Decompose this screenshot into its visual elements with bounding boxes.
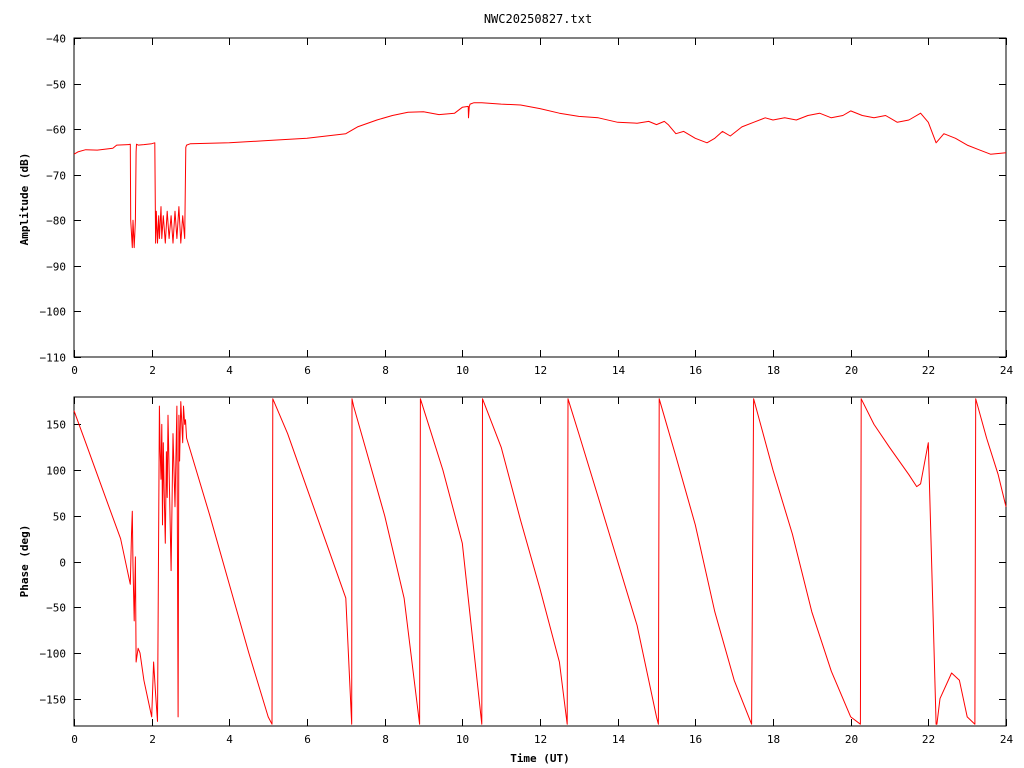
phase-panel: 0 2 4 6 8 10 12 14 16 18 20 22 24150100500−50−100−15… [18,396,1014,765]
phase-x-tick-label: 16 [689,733,702,746]
phase-x-tick-label: 4 [226,733,233,746]
amplitude-y-tick-label: −100 [40,306,67,319]
phase-y-tick-label: −150 [40,694,67,707]
amplitude-y-tick-label: −60 [46,124,66,137]
amplitude-x-tick-label: 10 [456,364,469,377]
amplitude-x-tick-label: 16 [689,364,702,377]
phase-x-tick-label: 2 [149,733,156,746]
phase-x-tick-label: 0 [71,733,78,746]
chart-title: NWC20250827.txt [484,12,592,26]
amplitude-tick-labels: 0 2 4 6 8 10 12 14 16 18 20 22 24−40−50−60−70−80−90−… [40,33,1014,378]
phase-x-tick-label: 18 [767,733,780,746]
phase-series-line [73,398,1007,725]
phase-x-tick-label: 20 [845,733,858,746]
phase-y-tick-label: 150 [46,419,66,432]
amplitude-y-tick-label: −80 [46,215,66,228]
phase-ticks [74,397,1007,726]
phase-y-tick-label: 0 [59,557,66,570]
amplitude-x-tick-label: 14 [612,364,626,377]
phase-x-tick-label: 14 [612,733,626,746]
amplitude-y-axis-label: Amplitude (dB) [18,153,31,246]
amplitude-x-tick-label: 6 [304,364,311,377]
phase-y-axis-label: Phase (deg) [18,525,31,598]
amplitude-x-tick-label: 20 [845,364,858,377]
phase-x-tick-label: 6 [304,733,311,746]
amplitude-x-tick-label: 0 [71,364,78,377]
amplitude-x-tick-label: 4 [226,364,233,377]
amplitude-y-tick-label: −50 [46,79,66,92]
amplitude-ticks [74,38,1007,358]
amplitude-y-tick-label: −40 [46,33,66,46]
amplitude-plot-frame [73,37,1007,358]
amplitude-x-tick-label: 8 [382,364,389,377]
phase-plot-frame [73,396,1007,727]
phase-y-tick-label: 50 [53,511,66,524]
phase-x-tick-label: 10 [456,733,469,746]
amplitude-x-tick-label: 24 [1000,364,1014,377]
phase-y-tick-label: −100 [40,648,67,661]
phase-y-tick-label: −50 [46,602,66,615]
amplitude-x-tick-label: 12 [534,364,547,377]
phase-y-tick-label: 100 [46,465,66,478]
phase-x-tick-label: 22 [922,733,935,746]
amplitude-y-tick-label: −70 [46,170,66,183]
amplitude-x-tick-label: 22 [922,364,935,377]
phase-x-axis-label: Time (UT) [510,752,570,765]
phase-x-tick-label: 12 [534,733,547,746]
amplitude-x-tick-label: 18 [767,364,780,377]
phase-x-tick-label: 8 [382,733,389,746]
amplitude-x-tick-label: 2 [149,364,156,377]
phase-tick-labels: 0 2 4 6 8 10 12 14 16 18 20 22 24150100500−50−100−15… [40,419,1014,747]
amplitude-y-tick-label: −90 [46,261,66,274]
amplitude-series-line [73,102,1007,249]
amplitude-panel: 0 2 4 6 8 10 12 14 16 18 20 22 24−40−50−60−70−80−90−… [18,33,1013,378]
amplitude-y-tick-label: −110 [40,352,67,365]
phase-x-tick-label: 24 [1000,733,1014,746]
